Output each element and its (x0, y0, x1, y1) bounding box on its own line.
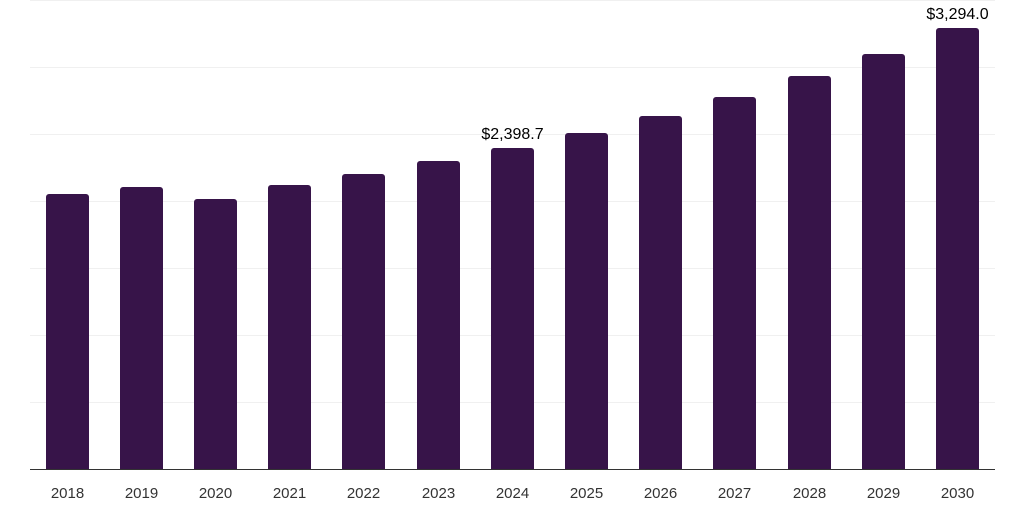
x-tick-label: 2030 (940, 485, 975, 502)
gridline (30, 0, 995, 1)
x-tick-label: 2024 (495, 485, 530, 502)
bar-2022[interactable] (342, 174, 385, 469)
x-tick-label: 2026 (643, 485, 678, 502)
x-tick-label: 2022 (346, 485, 381, 502)
bar-2023[interactable] (417, 161, 460, 469)
gridline (30, 134, 995, 135)
x-tick-label: 2025 (569, 485, 604, 502)
bar-2021[interactable] (268, 185, 311, 469)
bar-2018[interactable] (46, 194, 89, 469)
data-label-2030: $3,294.0 (926, 6, 989, 23)
bar-2028[interactable] (788, 76, 831, 469)
bar-2030[interactable] (936, 28, 979, 469)
x-tick-label: 2021 (272, 485, 307, 502)
x-tick-label: 2027 (717, 485, 752, 502)
bar-2020[interactable] (194, 199, 237, 469)
x-tick-label: 2018 (50, 485, 85, 502)
x-tick-label: 2028 (792, 485, 827, 502)
gridline (30, 67, 995, 68)
bar-2019[interactable] (120, 187, 163, 469)
x-axis-line (30, 469, 995, 470)
x-tick-label: 2019 (124, 485, 159, 502)
bar-2026[interactable] (639, 116, 682, 469)
x-tick-label: 2020 (198, 485, 233, 502)
bar-2027[interactable] (713, 97, 756, 469)
data-label-2024: $2,398.7 (481, 126, 544, 143)
x-tick-label: 2023 (421, 485, 456, 502)
bar-2029[interactable] (862, 54, 905, 469)
bar-2024[interactable] (491, 148, 534, 469)
bar-2025[interactable] (565, 133, 608, 469)
x-tick-label: 2029 (866, 485, 901, 502)
